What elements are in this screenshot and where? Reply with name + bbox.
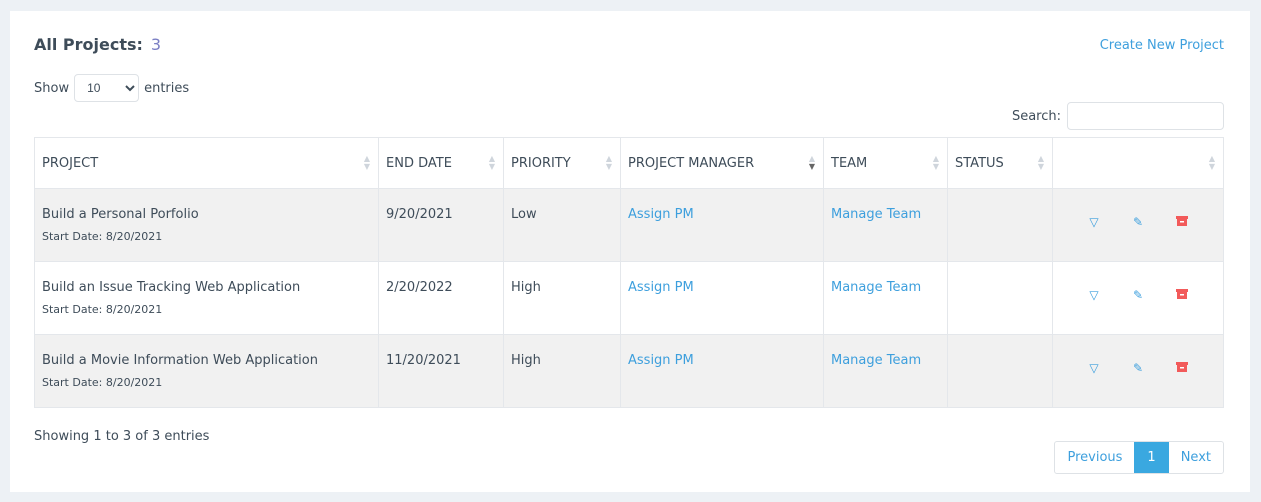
manage-team-link[interactable]: Manage Team [831,280,922,295]
priority: High [503,334,621,408]
start-date: Start Date: 8/20/2021 [42,303,163,316]
create-project-link[interactable]: Create New Project [1099,38,1224,53]
pm-cell: Assign PM [620,334,824,408]
edit-icon[interactable]: ✎ [1132,361,1144,375]
column-label: PROJECT [42,155,99,171]
actions-cell: ▽ ✎ [1052,261,1224,335]
archive-icon[interactable] [1174,215,1190,230]
actions-cell: ▽ ✎ [1052,188,1224,262]
sort-icon: ▲ ▼ [605,154,612,171]
show-label: Show [34,80,70,96]
entries-label: entries [144,80,190,96]
title-text: All Projects: [34,35,143,54]
column-header[interactable]: STATUS ▲ ▼ [947,137,1053,189]
sort-icon: ▲ ▼ [808,154,815,171]
page-title: All Projects: 3 [34,35,161,54]
search-input[interactable] [1067,102,1224,130]
actions-cell: ▽ ✎ [1052,334,1224,408]
column-header[interactable]: ▲ ▼ [1052,137,1224,189]
manage-team-link[interactable]: Manage Team [831,353,922,368]
next-button[interactable]: Next [1180,450,1211,465]
sort-icon: ▲ ▼ [488,154,495,171]
column-header[interactable]: END DATE ▲ ▼ [378,137,504,189]
table-row: Build a Movie Information Web Applicatio… [34,334,1224,408]
edit-icon[interactable]: ✎ [1132,288,1144,302]
pm-cell: Assign PM [620,261,824,335]
table-row: Build a Personal Porfolio Start Date: 8/2… [34,188,1224,262]
sort-icon: ▲ ▼ [1208,154,1215,171]
priority: High [503,261,621,335]
assign-pm-link[interactable]: Assign PM [628,280,694,295]
previous-button[interactable]: Previous [1067,450,1123,465]
column-header[interactable]: PROJECT MANAGER ▲ ▼ [620,137,824,189]
column-label: PROJECT MANAGER [628,155,755,171]
status [947,261,1053,335]
manage-team-link[interactable]: Manage Team [831,207,922,222]
search-label: Search: [1011,108,1061,124]
pagination: Previous 1 Next [1054,441,1224,474]
search-control: Search: [1012,102,1224,130]
details-icon[interactable]: ▽ [1089,361,1099,375]
start-date: Start Date: 8/20/2021 [42,376,163,389]
column-header[interactable]: TEAM ▲ ▼ [823,137,948,189]
sort-icon: ▲ ▼ [363,154,370,171]
status [947,334,1053,408]
archive-icon[interactable] [1174,288,1190,303]
end-date: 2/20/2022 [378,261,504,335]
column-label: STATUS [955,155,1004,171]
details-icon[interactable]: ▽ [1089,288,1099,302]
column-label: PRIORITY [511,155,571,171]
column-label: END DATE [386,155,452,171]
start-date: Start Date: 8/20/2021 [42,230,163,243]
projects-card: All Projects: 3 Create New Project Show 1… [10,11,1250,492]
team-cell: Manage Team [823,334,948,408]
assign-pm-link[interactable]: Assign PM [628,207,694,222]
priority: Low [503,188,621,262]
project-cell: Build a Personal Porfolio Start Date: 8/2… [34,188,379,262]
page-1-button[interactable]: 1 [1134,442,1169,473]
sort-icon: ▲ ▼ [932,154,939,171]
column-header[interactable]: PROJECT ▲ ▼ [34,137,379,189]
length-control: Show 10 entries [34,74,189,102]
team-cell: Manage Team [823,261,948,335]
sort-icon: ▲ ▼ [1037,154,1044,171]
assign-pm-link[interactable]: Assign PM [628,353,694,368]
team-cell: Manage Team [823,188,948,262]
project-name: Build an Issue Tracking Web Application [42,280,301,295]
details-icon[interactable]: ▽ [1089,215,1099,229]
project-name: Build a Personal Porfolio [42,207,199,222]
column-header[interactable]: PRIORITY ▲ ▼ [503,137,621,189]
project-count: 3 [150,35,162,54]
end-date: 9/20/2021 [378,188,504,262]
archive-icon[interactable] [1174,361,1190,376]
projects-table: PROJECT ▲ ▼ END DATE ▲ ▼ PRIORITY ▲ ▼ PROJECT MAN… [34,137,1224,408]
table-row: Build an Issue Tracking Web Application S… [34,261,1224,335]
edit-icon[interactable]: ✎ [1132,215,1144,229]
status [947,188,1053,262]
project-name: Build a Movie Information Web Applicatio… [42,353,318,368]
end-date: 11/20/2021 [378,334,504,408]
project-cell: Build an Issue Tracking Web Application S… [34,261,379,335]
project-cell: Build a Movie Information Web Applicatio… [34,334,379,408]
table-info: Showing 1 to 3 of 3 entries [34,429,210,444]
entries-select[interactable]: 10 [74,74,140,102]
column-label: TEAM [831,155,868,171]
pm-cell: Assign PM [620,188,824,262]
